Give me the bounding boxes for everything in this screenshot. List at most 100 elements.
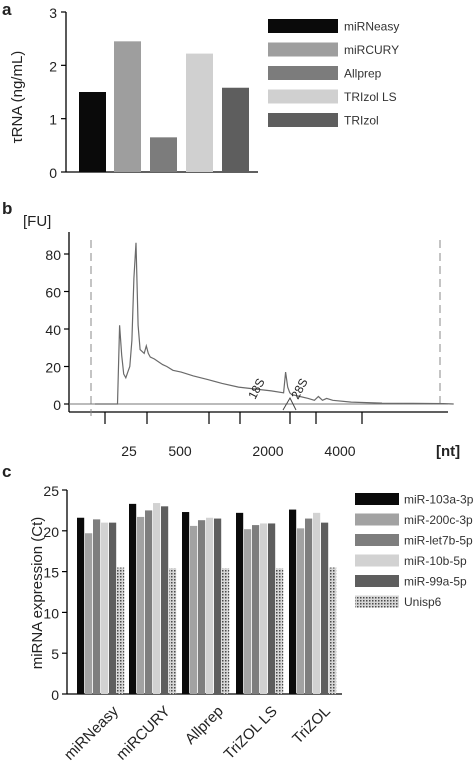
legend-label-mircury: miRCURY	[344, 43, 399, 57]
bar-mirneasy-mir-103a-3p	[77, 517, 85, 694]
bar-trizol-ls-mir-10b-5p	[260, 523, 268, 694]
legend-swatch-unisp6	[355, 595, 399, 608]
bar-trizol-unisp6	[329, 567, 337, 694]
panel-c-y-tick-label: 5	[51, 646, 59, 662]
panel-b-y-tick-label: 0	[53, 397, 61, 413]
legend-swatch-mir-103a-3p	[355, 493, 399, 505]
panel-c-category-label-mircury: miRCURY	[113, 703, 174, 764]
bar-trizol	[222, 87, 249, 172]
panel-b: b [FU] [nt] 0 20 40 60 80 25 500 2000 4000 18S 28…	[2, 199, 460, 460]
panel-c-legend: miR-103a-3p miR-200c-3p miR-let7b-5p miR-10…	[355, 493, 474, 609]
bar-mircury-mir-99a-5p	[161, 506, 169, 694]
legend-label-allprep: Allprep	[344, 67, 382, 81]
bar-allprep-mir-let7b-5p	[198, 520, 206, 694]
panel-a-bars	[79, 41, 249, 173]
bar-allprep-mir-99a-5p	[214, 518, 222, 694]
panel-c-category-label-trizol: TriZOL	[289, 703, 334, 748]
panel-c-ylabel: miRNA expression (Ct)	[29, 517, 46, 670]
bar-mirneasy-mir-let7b-5p	[93, 519, 101, 694]
legend-label-mir-200c-3p: miR-200c-3p	[404, 513, 473, 527]
panel-b-x-tick-label: 25	[121, 443, 137, 459]
bar-allprep	[150, 137, 177, 172]
bar-trizol-ls	[186, 53, 213, 172]
legend-label-trizol-ls: TRIzol LS	[344, 90, 397, 104]
legend-swatch-trizol	[268, 113, 338, 127]
legend-label-mirneasy: miRNeasy	[344, 20, 399, 34]
panel-b-axes: 0 20 40 60 80 25 500 2000 4000	[45, 232, 448, 459]
panel-a-y-tick-label: 2	[49, 58, 57, 74]
bar-mircury-mir-200c-3p	[137, 516, 145, 694]
panel-b-y-tick-label: 20	[45, 360, 61, 376]
panel-c-category-label-allprep: Allprep	[182, 703, 227, 748]
bar-trizol-ls-mir-200c-3p	[244, 529, 252, 694]
legend-label-mir-10b-5p: miR-10b-5p	[404, 554, 467, 568]
panel-b-y-tick-label: 80	[45, 247, 61, 263]
panel-b-x-tick-label: 2000	[252, 443, 283, 459]
bar-trizol-mir-99a-5p	[321, 522, 329, 694]
panel-b-trace-line	[95, 242, 454, 405]
legend-swatch-mirneasy	[268, 19, 338, 33]
panel-b-xlabel: [nt]	[436, 443, 460, 460]
legend-label-mir-103a-3p: miR-103a-3p	[404, 493, 474, 507]
bar-mircury-mir-10b-5p	[153, 503, 161, 694]
bar-allprep-mir-103a-3p	[182, 512, 190, 694]
bar-allprep-mir-200c-3p	[190, 525, 198, 694]
panel-b-annotation-18s: 18S	[245, 376, 267, 401]
panel-c-y-tick-label: 20	[43, 524, 59, 540]
legend-swatch-mir-10b-5p	[355, 554, 399, 567]
legend-swatch-allprep	[268, 66, 338, 80]
panel-c: c miRNA expression (Ct) 0 5 10 15 20 25 miRNea…	[2, 462, 474, 764]
bar-trizol-ls-mir-let7b-5p	[252, 525, 260, 694]
legend-swatch-trizol-ls	[268, 89, 338, 104]
panel-c-bars	[77, 503, 337, 694]
bar-mircury-unisp6	[169, 568, 177, 694]
panel-c-category-label-trizol-ls: TriZOL LS	[221, 703, 281, 763]
bar-allprep-mir-10b-5p	[206, 517, 214, 694]
bar-mirneasy	[79, 92, 106, 172]
panel-b-28s-marker-arrow	[282, 396, 297, 411]
legend-swatch-mir-200c-3p	[355, 513, 399, 526]
panel-a-ylabel: τRNA (ng/mL)	[9, 51, 26, 144]
panel-a-letter: a	[2, 0, 12, 19]
panel-a-y-tick-label: 1	[49, 112, 57, 128]
panel-a: a τRNA (ng/mL) 0 1 2 3 miRNeasy miRCURY Allpr…	[2, 0, 399, 181]
bar-trizol-mir-103a-3p	[289, 509, 297, 694]
legend-swatch-mir-let7b-5p	[355, 534, 399, 546]
panel-a-y-tick-label: 0	[49, 165, 57, 181]
panel-c-y-tick-label: 10	[43, 605, 59, 621]
bar-mircury-mir-let7b-5p	[145, 510, 153, 694]
panel-a-legend: miRNeasy miRCURY Allprep TRIzol LS TRIzol	[268, 19, 399, 128]
legend-label-unisp6: Unisp6	[404, 595, 442, 609]
panel-b-ylabel: [FU]	[23, 213, 51, 230]
bar-mircury-mir-103a-3p	[129, 503, 137, 694]
legend-swatch-mir-99a-5p	[355, 575, 399, 587]
panel-b-y-tick-label: 40	[45, 322, 61, 338]
panel-c-y-tick-label: 15	[43, 565, 59, 581]
panel-c-y-tick-label: 0	[51, 687, 59, 703]
bar-mirneasy-mir-99a-5p	[109, 522, 117, 694]
panel-c-y-tick-label: 25	[43, 483, 59, 499]
panel-b-x-tick-label: 500	[168, 443, 192, 459]
panel-c-letter: c	[2, 462, 11, 481]
panel-c-category-label-mirneasy: miRNeasy	[61, 702, 122, 763]
bar-mirneasy-mir-200c-3p	[85, 533, 93, 694]
bar-mirneasy-unisp6	[117, 567, 125, 694]
panel-b-x-tick-label: 4000	[324, 443, 355, 459]
panel-b-y-tick-label: 60	[45, 285, 61, 301]
panel-a-y-tick-label: 3	[49, 5, 57, 21]
bar-trizol-ls-unisp6	[276, 568, 284, 694]
bar-trizol-ls-mir-99a-5p	[268, 523, 276, 694]
panel-b-trace: 18S 28S	[69, 242, 454, 411]
bar-mirneasy-mir-10b-5p	[101, 522, 109, 694]
legend-swatch-mircury	[268, 42, 338, 57]
bar-allprep-unisp6	[222, 568, 230, 694]
bar-trizol-mir-let7b-5p	[305, 518, 313, 694]
legend-label-trizol: TRIzol	[344, 114, 379, 128]
bar-trizol-mir-10b-5p	[313, 512, 321, 694]
legend-label-mir-let7b-5p: miR-let7b-5p	[404, 534, 473, 548]
bar-trizol-mir-200c-3p	[297, 528, 305, 694]
legend-label-mir-99a-5p: miR-99a-5p	[404, 575, 467, 589]
panel-b-letter: b	[2, 199, 12, 218]
bar-trizol-ls-mir-103a-3p	[236, 512, 244, 694]
